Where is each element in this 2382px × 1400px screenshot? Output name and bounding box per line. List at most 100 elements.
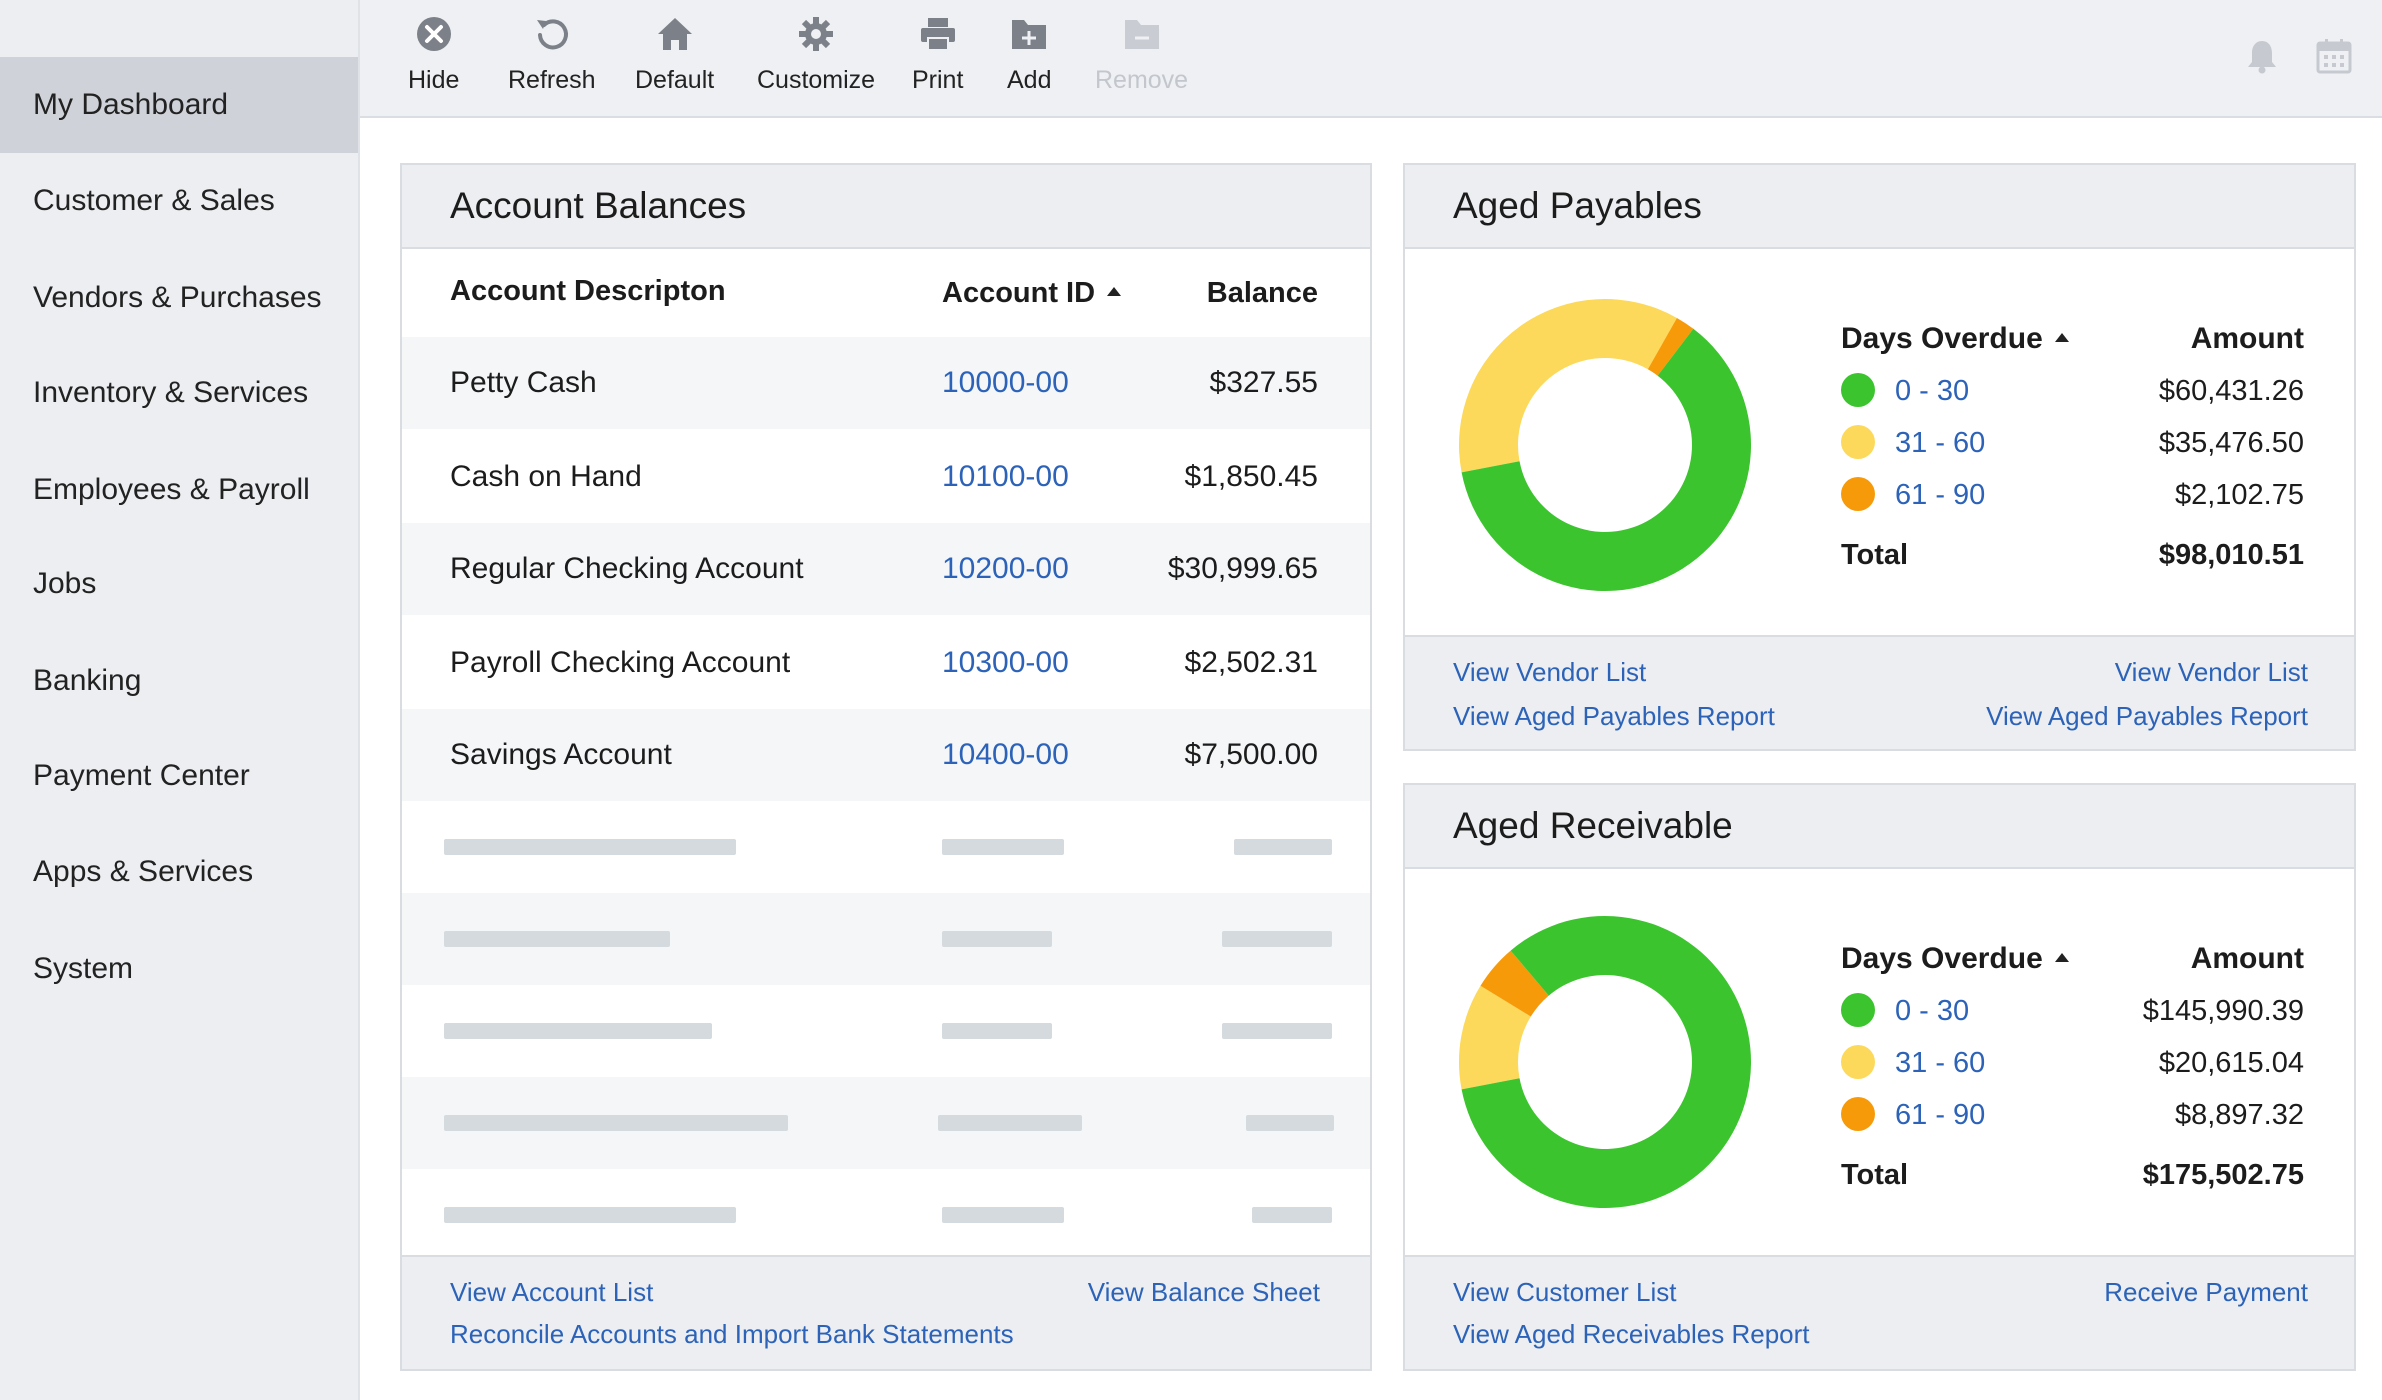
account-balance: $30,999.65 [1167,552,1318,585]
table-row[interactable]: Regular Checking Account 10200-00 $30,99… [402,523,1370,615]
remove-button[interactable]: Remove [1095,14,1188,95]
total-amount: $98,010.51 [2158,539,2304,571]
sidebar-item-label: Inventory & Services [33,376,309,409]
customize-label: Customize [757,66,876,94]
range-amount: $8,897.32 [2174,1099,2304,1131]
range-amount: $60,431.26 [2158,375,2304,407]
add-button[interactable]: Add [1007,14,1051,95]
total-label: Total [1841,539,1909,571]
sidebar-item-payment-center[interactable]: Payment Center [0,728,358,824]
refresh-button[interactable]: Refresh [508,14,596,95]
default-button[interactable]: Default [635,14,714,95]
panel-title: Aged Receivable [1453,805,1733,846]
aged-payables-header: Aged Payables [1405,165,2354,249]
account-id-link[interactable]: 10300-00 [942,646,1069,679]
placeholder-row [402,1077,1370,1169]
panel-title: Aged Payables [1453,185,1702,226]
sidebar-item-banking[interactable]: Banking [0,633,358,729]
calendar-icon [2316,38,2352,79]
home-icon [655,14,695,54]
placeholder-bar [1222,931,1332,947]
view-vendor-list-link[interactable]: View Vendor List [1453,657,1647,687]
view-balance-sheet-link[interactable]: View Balance Sheet [1087,1277,1320,1307]
sidebar-item-system[interactable]: System [0,921,358,1017]
sidebar-item-label: System [33,952,134,985]
calendar-button[interactable] [2314,38,2354,78]
table-row[interactable]: Petty Cash 10000-00 $327.55 [402,337,1370,429]
sidebar-item-label: Employees & Payroll [33,473,310,506]
hide-button[interactable]: Hide [408,14,459,95]
placeholder-row [402,1169,1370,1261]
range-link[interactable]: 61 - 90 [1895,479,1986,511]
account-id-link[interactable]: 10000-00 [942,366,1069,399]
folder-remove-icon [1122,14,1162,54]
range-link[interactable]: 0 - 30 [1895,375,1970,407]
placeholder-bar [444,1115,788,1131]
receive-payment-link[interactable]: Receive Payment [2104,1277,2308,1307]
notifications-button[interactable] [2242,38,2282,78]
range-link[interactable]: 61 - 90 [1895,1099,1986,1131]
table-row[interactable]: Payroll Checking Account 10300-00 $2,502… [402,617,1370,709]
placeholder-bar [444,839,736,855]
panel-title: Account Balances [450,185,747,226]
view-aged-receivables-report-link[interactable]: View Aged Receivables Report [1453,1319,1810,1349]
table-row[interactable]: Cash on Hand 10100-00 $1,850.45 [402,431,1370,523]
hide-label: Hide [408,66,460,94]
view-account-list-link[interactable]: View Account List [450,1277,654,1307]
placeholder-row [402,985,1370,1077]
sort-ascending-icon [2054,952,2069,962]
days-overdue-header[interactable]: Days Overdue [1841,942,2069,976]
legend-dot-orange [1841,1097,1875,1131]
donut-slice-31-60 [1459,299,1677,473]
range-link[interactable]: 31 - 60 [1895,427,1986,459]
customize-button[interactable]: Customize [757,14,875,95]
range-amount: $20,615.04 [2158,1047,2304,1079]
aged-payables-donut-chart [1459,299,1751,591]
account-description: Petty Cash [450,366,597,399]
sidebar-item-inventory-services[interactable]: Inventory & Services [0,345,358,441]
account-id-link[interactable]: 10100-00 [942,460,1069,493]
placeholder-bar [1222,1023,1332,1039]
donut-slice-0-30 [1461,916,1751,1208]
range-link[interactable]: 0 - 30 [1895,995,1970,1027]
total-amount: $175,502.75 [2142,1159,2304,1191]
sidebar-item-jobs[interactable]: Jobs [0,536,358,632]
view-aged-payables-report-link[interactable]: View Aged Payables Report [1453,701,1775,731]
view-vendor-list-link-right[interactable]: View Vendor List [2114,657,2308,687]
header-label: Days Overdue [1841,322,2043,355]
sidebar-item-label: My Dashboard [33,88,229,121]
legend-dot-green [1841,993,1875,1027]
refresh-icon [532,14,572,54]
account-id-link[interactable]: 10200-00 [942,552,1069,585]
aged-receivable-footer: View Customer List View Aged Receivables… [1405,1255,2354,1369]
range-amount: $145,990.39 [2142,995,2304,1027]
table-row[interactable]: Savings Account 10400-00 $7,500.00 [402,709,1370,801]
printer-icon [918,14,958,54]
sidebar-item-customer-sales[interactable]: Customer & Sales [0,153,358,249]
account-id-link[interactable]: 10400-00 [942,738,1069,771]
account-balance: $2,502.31 [1184,646,1318,679]
legend-dot-yellow [1841,1045,1875,1079]
reconcile-accounts-link[interactable]: Reconcile Accounts and Import Bank State… [450,1319,1014,1349]
sidebar-item-vendors-purchases[interactable]: Vendors & Purchases [0,250,358,346]
amount-header: Amount [2190,322,2304,355]
account-balance: $7,500.00 [1184,738,1318,771]
placeholder-bar [1246,1115,1334,1131]
account-description: Payroll Checking Account [450,646,791,679]
placeholder-bar [444,1207,736,1223]
sidebar-item-my-dashboard[interactable]: My Dashboard [0,57,358,153]
view-aged-payables-report-link-right[interactable]: View Aged Payables Report [1986,701,2308,731]
column-header-account-id[interactable]: Account ID [942,277,1122,310]
days-overdue-header[interactable]: Days Overdue [1841,322,2069,356]
account-balances-footer: View Account List Reconcile Accounts and… [402,1255,1370,1369]
placeholder-bar [938,1115,1082,1131]
sidebar-item-apps-services[interactable]: Apps & Services [0,824,358,920]
placeholder-bar [942,1023,1052,1039]
print-button[interactable]: Print [912,14,963,95]
sidebar-item-employees-payroll[interactable]: Employees & Payroll [0,442,358,538]
placeholder-bar [444,931,670,947]
sidebar-item-label: Vendors & Purchases [33,281,322,314]
placeholder-bar [1234,839,1332,855]
view-customer-list-link[interactable]: View Customer List [1453,1277,1677,1307]
range-link[interactable]: 31 - 60 [1895,1047,1986,1079]
